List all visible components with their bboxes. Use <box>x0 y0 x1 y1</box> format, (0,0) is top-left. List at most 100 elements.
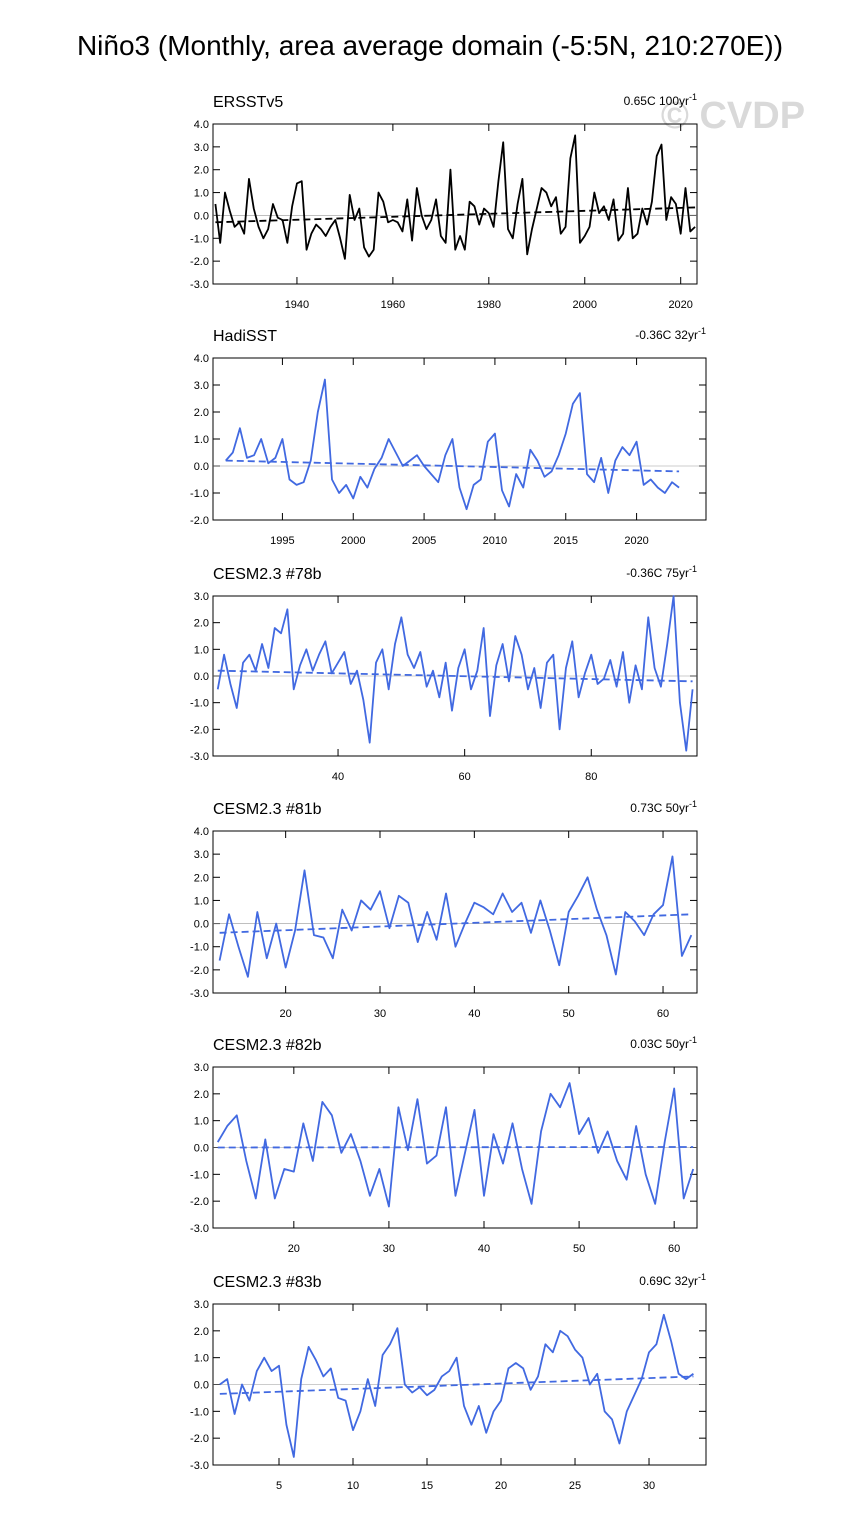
y-tick-label: 2.0 <box>194 1326 209 1338</box>
x-tick-label: 50 <box>563 1008 575 1020</box>
y-tick-label: 2.0 <box>194 407 209 419</box>
x-tick-label: 60 <box>668 1243 680 1255</box>
y-tick-label: 1.0 <box>194 434 209 446</box>
trend-label: -0.36C 75yr <box>626 566 689 580</box>
x-tick-label: 40 <box>478 1243 490 1255</box>
x-tick-label: 1980 <box>477 299 501 311</box>
y-tick-label: -1.0 <box>190 698 209 710</box>
plot-frame <box>212 830 698 994</box>
x-tick-label: 2020 <box>668 299 692 311</box>
y-tick-label: -3.0 <box>190 279 209 291</box>
figure-title: Niño3 (Monthly, area average domain (-5:… <box>77 30 783 61</box>
y-tick-label: -1.0 <box>190 1169 209 1181</box>
x-tick-label: 2010 <box>483 535 507 547</box>
trend-line <box>217 1146 694 1149</box>
y-tick-label: 2.0 <box>194 165 209 177</box>
y-tick-label: 1.0 <box>194 1353 209 1365</box>
trend-exponent: -1 <box>698 326 706 336</box>
y-tick-label: -2.0 <box>190 256 209 268</box>
x-tick-label: 1960 <box>381 299 405 311</box>
trend-exponent: -1 <box>689 564 697 574</box>
watermark: © CVDP <box>661 95 805 137</box>
y-tick-label: 4.0 <box>194 826 209 838</box>
x-tick-label: 20 <box>495 1480 507 1492</box>
y-tick-label: 3.0 <box>194 142 209 154</box>
x-tick-label: 40 <box>332 771 344 783</box>
trend-label: 0.03C 50yr <box>630 1037 689 1051</box>
trend-exponent: -1 <box>698 1272 706 1282</box>
series-line <box>214 134 696 260</box>
y-tick-label: -1.0 <box>190 233 209 245</box>
y-tick-label: 2.0 <box>194 872 209 884</box>
y-tick-label: -2.0 <box>190 1433 209 1445</box>
y-tick-label: -3.0 <box>190 1460 209 1472</box>
trend-label: 0.73C 50yr <box>630 801 689 815</box>
y-tick-label: -2.0 <box>190 965 209 977</box>
x-tick-label: 60 <box>459 771 471 783</box>
plot-frame <box>212 357 707 521</box>
series-line <box>216 1082 695 1208</box>
x-tick-label: 30 <box>643 1480 655 1492</box>
y-tick-label: 3.0 <box>194 1299 209 1311</box>
y-tick-label: 3.0 <box>194 849 209 861</box>
panel-title: CESM2.3 #78b <box>213 566 322 583</box>
series-line <box>219 1313 694 1458</box>
x-tick-label: 50 <box>573 1243 585 1255</box>
x-tick-label: 20 <box>280 1008 292 1020</box>
panel-title: CESM2.3 #81b <box>213 801 322 818</box>
x-tick-label: 10 <box>347 1480 359 1492</box>
series-line <box>218 855 693 978</box>
plot-frame <box>212 123 698 285</box>
trend-label: 0.69C 32yr <box>639 1274 698 1288</box>
y-tick-label: -2.0 <box>190 515 209 527</box>
trend-line <box>217 669 693 683</box>
panel-title: CESM2.3 #82b <box>213 1037 322 1054</box>
trend-line <box>215 206 696 224</box>
y-tick-label: 2.0 <box>194 1089 209 1101</box>
y-tick-label: 1.0 <box>194 188 209 200</box>
trend-line <box>219 913 692 934</box>
y-tick-label: 1.0 <box>194 1116 209 1128</box>
y-tick-label: -3.0 <box>190 1223 209 1235</box>
y-tick-label: -1.0 <box>190 942 209 954</box>
y-tick-label: 4.0 <box>194 353 209 365</box>
trend-exponent: -1 <box>689 799 697 809</box>
trend-exponent: -1 <box>689 1035 697 1045</box>
y-tick-label: 1.0 <box>194 895 209 907</box>
x-tick-label: 30 <box>383 1243 395 1255</box>
y-tick-label: 0.0 <box>194 461 209 473</box>
y-tick-label: -2.0 <box>190 724 209 736</box>
x-tick-label: 80 <box>585 771 597 783</box>
panel-title: HadiSST <box>213 328 277 345</box>
x-tick-label: 2015 <box>554 535 578 547</box>
trend-line <box>219 1375 694 1395</box>
y-tick-label: -2.0 <box>190 1196 209 1208</box>
trend-exponent: -1 <box>689 92 697 102</box>
x-tick-label: 25 <box>569 1480 581 1492</box>
y-tick-label: 1.0 <box>194 644 209 656</box>
x-tick-label: 20 <box>288 1243 300 1255</box>
x-tick-label: 30 <box>374 1008 386 1020</box>
y-tick-label: 0.0 <box>194 1380 209 1392</box>
y-tick-label: 0.0 <box>194 210 209 222</box>
x-tick-label: 40 <box>468 1008 480 1020</box>
y-tick-label: 3.0 <box>194 591 209 603</box>
trend-label: 0.65C 100yr <box>624 94 689 108</box>
x-tick-label: 2000 <box>341 535 365 547</box>
x-tick-label: 1995 <box>270 535 294 547</box>
trend-label: -0.36C 32yr <box>635 328 698 342</box>
x-tick-label: 5 <box>276 1480 282 1492</box>
y-tick-label: 4.0 <box>194 119 209 131</box>
y-tick-label: 0.0 <box>194 919 209 931</box>
trend-line <box>225 459 680 473</box>
y-tick-label: 0.0 <box>194 1143 209 1155</box>
series-line <box>216 595 694 752</box>
y-tick-label: -1.0 <box>190 488 209 500</box>
panel-title: ERSSTv5 <box>213 94 283 111</box>
y-tick-label: -3.0 <box>190 751 209 763</box>
y-tick-label: -3.0 <box>190 988 209 1000</box>
y-tick-label: 3.0 <box>194 1062 209 1074</box>
panel-title: CESM2.3 #83b <box>213 1274 322 1291</box>
x-tick-label: 1940 <box>285 299 309 311</box>
